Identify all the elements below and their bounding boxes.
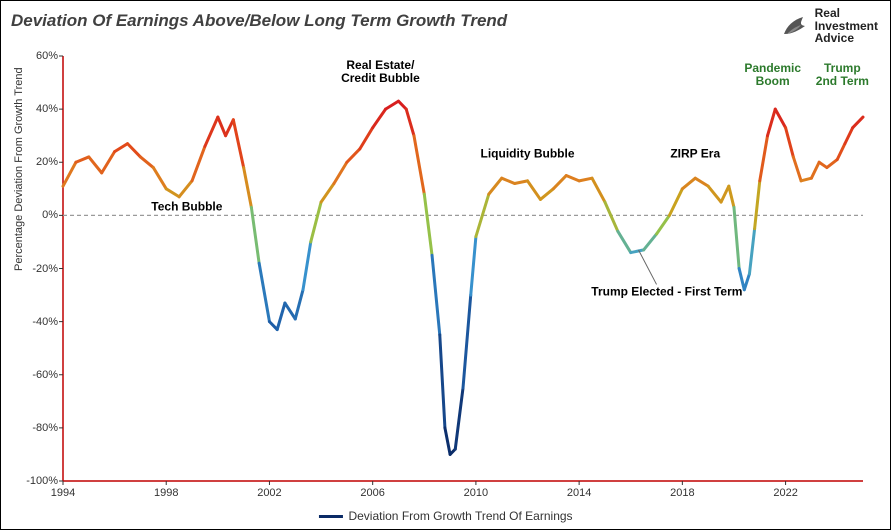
annotation: ZIRP Era xyxy=(670,148,720,161)
plot-svg xyxy=(63,56,863,481)
y-tick: -40% xyxy=(23,316,58,328)
eagle-icon xyxy=(781,12,809,40)
logo-text: Real Investment Advice xyxy=(815,7,878,45)
y-tick: 20% xyxy=(23,156,58,168)
chart-container: Deviation Of Earnings Above/Below Long T… xyxy=(0,0,891,530)
x-tick: 1998 xyxy=(154,487,178,499)
x-tick: 2002 xyxy=(257,487,281,499)
y-tick: 60% xyxy=(23,50,58,62)
legend: Deviation From Growth Trend Of Earnings xyxy=(318,509,572,523)
annotation: Trump2nd Term xyxy=(816,61,869,87)
x-tick: 2022 xyxy=(773,487,797,499)
annotation: Liquidity Bubble xyxy=(481,148,575,161)
x-tick: 2010 xyxy=(464,487,488,499)
y-tick: -60% xyxy=(23,369,58,381)
annotation: Real Estate/Credit Bubble xyxy=(341,59,420,85)
legend-label: Deviation From Growth Trend Of Earnings xyxy=(348,509,572,523)
x-tick: 1994 xyxy=(51,487,75,499)
y-tick: -20% xyxy=(23,263,58,275)
y-tick: 0% xyxy=(23,209,58,221)
plot-area: -100%-80%-60%-40%-20%0%20%40%60%19941998… xyxy=(63,56,863,481)
chart-title: Deviation Of Earnings Above/Below Long T… xyxy=(11,11,507,30)
y-tick: -100% xyxy=(23,475,58,487)
title-bar: Deviation Of Earnings Above/Below Long T… xyxy=(11,11,880,41)
x-tick: 2018 xyxy=(670,487,694,499)
logo-line3: Advice xyxy=(815,32,878,45)
x-tick: 2006 xyxy=(360,487,384,499)
y-axis-label: Percentage Deviation From Growth Trend xyxy=(13,67,25,271)
series-line xyxy=(63,101,863,454)
x-tick: 2014 xyxy=(567,487,591,499)
brand-logo: Real Investment Advice xyxy=(781,7,878,45)
y-tick: -80% xyxy=(23,422,58,434)
logo-line1: Real xyxy=(815,7,878,20)
y-tick: 40% xyxy=(23,103,58,115)
legend-swatch xyxy=(318,515,342,518)
annotation: Trump Elected - First Term xyxy=(591,286,742,299)
annotation: Tech Bubble xyxy=(151,201,222,214)
annotation: PandemicBoom xyxy=(744,61,801,87)
